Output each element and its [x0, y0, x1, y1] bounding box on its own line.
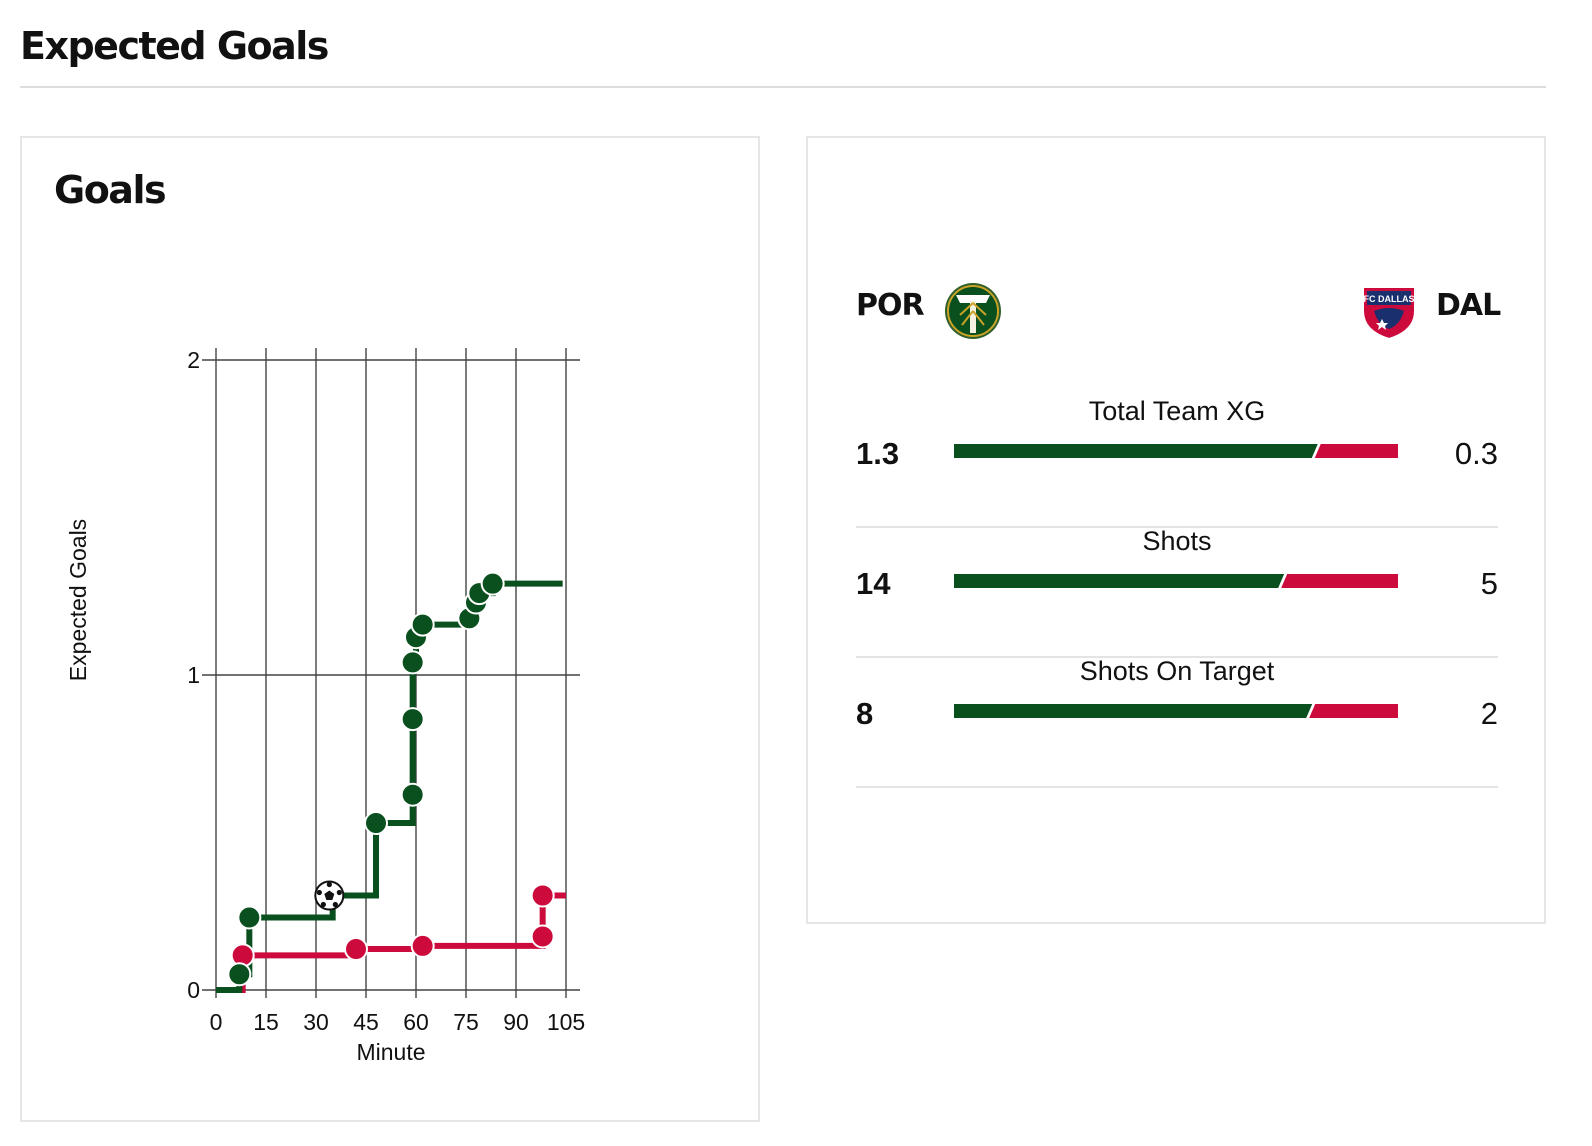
x-tick-label: 45 — [353, 1009, 379, 1035]
stat-comparison-bar — [954, 704, 1398, 718]
x-tick-label: 90 — [503, 1009, 529, 1035]
home-share-bar — [954, 574, 1285, 588]
shot-point-por — [480, 571, 505, 596]
xg-line-dal — [216, 892, 566, 993]
shot-point-por — [364, 811, 388, 836]
stat-home-value: 8 — [856, 696, 874, 731]
stat-row-shots-on-target: Shots On Target 8 2 — [856, 656, 1498, 788]
shot-point-dal — [410, 933, 435, 958]
xg-line-por — [216, 580, 563, 993]
y-axis-label: Expected Goals — [65, 519, 91, 681]
stat-label: Shots — [1142, 526, 1212, 556]
x-tick-label: 15 — [253, 1009, 279, 1035]
shot-point-dal — [530, 924, 555, 949]
stat-away-value: 0.3 — [1454, 436, 1498, 471]
stat-row-shots: Shots 14 5 — [856, 526, 1498, 658]
y-tick-label: 1 — [187, 662, 200, 688]
stat-home-value: 1.3 — [856, 436, 900, 471]
fc-dallas-logo-text: FC DALLAS — [1364, 294, 1415, 304]
page-title: Expected Goals — [20, 24, 329, 68]
x-tick-label: 60 — [403, 1009, 429, 1035]
shot-point-por — [237, 905, 262, 930]
stat-comparison-bar — [954, 574, 1398, 588]
shot-point-por — [400, 782, 425, 807]
x-axis-label: Minute — [356, 1039, 425, 1065]
shot-point-por — [410, 612, 435, 637]
goal-ball-icon — [314, 880, 345, 911]
away-share-bar — [1314, 444, 1398, 458]
portland-timbers-logo — [945, 283, 1001, 339]
stat-row-total-xg: Total Team XG 1.3 0.3 — [856, 396, 1498, 528]
home-share-bar — [954, 444, 1318, 458]
goals-chart-card: Goals 0 15 30 45 60 75 90 105 0 1 2 Minute Expected … — [20, 136, 760, 1122]
away-share-bar — [1309, 704, 1398, 718]
stat-label: Total Team XG — [1088, 396, 1266, 426]
xg-step-chart: 0 15 30 45 60 75 90 105 0 1 2 Minute Expected Goals — [65, 347, 585, 1065]
title-divider — [20, 86, 1546, 88]
shot-point-por — [227, 962, 252, 987]
stat-away-value: 2 — [1480, 696, 1498, 731]
x-tick-label: 0 — [210, 1009, 223, 1035]
shot-point-dal — [530, 883, 555, 908]
shot-point-dal — [344, 937, 368, 962]
x-tick-label: 105 — [547, 1009, 585, 1035]
shot-point-por — [400, 650, 425, 675]
away-team-abbr: DAL — [1436, 288, 1501, 323]
chart-grid — [202, 348, 580, 998]
x-tick-label: 75 — [453, 1009, 479, 1035]
home-team-abbr: POR — [856, 288, 925, 323]
fc-dallas-logo: FC DALLAS — [1362, 286, 1416, 341]
home-share-bar — [954, 704, 1313, 718]
chart-series — [216, 571, 566, 993]
chart-axes: 0 15 30 45 60 75 90 105 0 1 2 Minute Expected Goals — [65, 347, 585, 1065]
x-tick-label: 30 — [303, 1009, 329, 1035]
team-comparison-card: POR FC DALLAS DAL Total Team XG 1.3 0.3 … — [806, 136, 1546, 924]
stat-comparison-bar — [954, 444, 1398, 458]
shot-point-por — [400, 707, 425, 732]
stat-home-value: 14 — [856, 566, 891, 601]
away-share-bar — [1281, 574, 1398, 588]
chart-card-title: Goals — [54, 168, 167, 212]
stat-away-value: 5 — [1480, 566, 1498, 601]
y-tick-label: 2 — [187, 347, 200, 373]
y-tick-label: 0 — [187, 977, 200, 1003]
stat-label: Shots On Target — [1079, 656, 1275, 686]
